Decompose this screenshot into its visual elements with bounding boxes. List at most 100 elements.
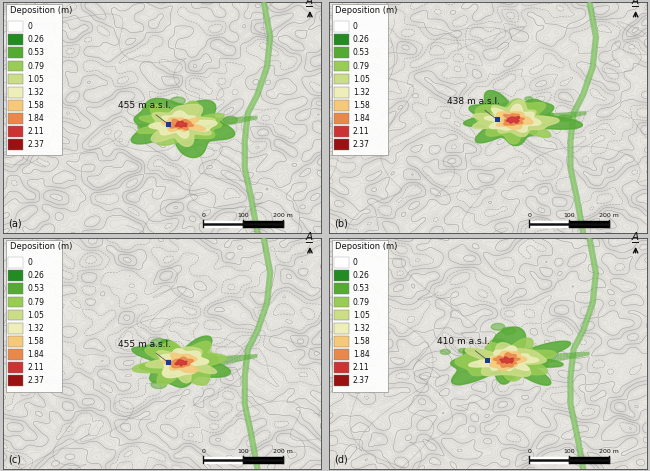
Point [163,121,174,128]
Polygon shape [228,117,231,126]
Polygon shape [539,363,548,368]
Text: 1.84: 1.84 [27,350,44,359]
Polygon shape [519,107,531,114]
Polygon shape [180,348,192,354]
Polygon shape [502,112,511,116]
Text: 0.26: 0.26 [27,35,44,44]
Polygon shape [192,137,198,140]
Text: 1.58: 1.58 [353,101,370,110]
Text: 2.37: 2.37 [353,376,370,385]
Polygon shape [220,356,223,365]
Polygon shape [171,97,185,105]
Polygon shape [194,358,209,366]
Text: 100: 100 [563,213,575,218]
Text: 1.32: 1.32 [353,324,370,333]
Polygon shape [162,113,178,121]
Bar [333,362,349,373]
Polygon shape [440,349,450,354]
Polygon shape [162,118,205,131]
Polygon shape [175,360,187,366]
Text: 200 m: 200 m [273,213,293,218]
Polygon shape [543,114,546,124]
Bar [332,240,388,391]
Polygon shape [571,352,575,359]
Bar [333,284,349,294]
Text: 0: 0 [27,22,32,31]
Bar [333,375,349,386]
Polygon shape [207,357,209,368]
Polygon shape [509,120,523,127]
Polygon shape [475,99,552,144]
Text: 0.26: 0.26 [353,35,370,44]
Polygon shape [233,355,236,363]
Text: 1.05: 1.05 [27,75,44,84]
Text: 0: 0 [527,449,531,454]
Bar [333,126,349,137]
Polygon shape [255,354,257,358]
Polygon shape [577,112,579,117]
Polygon shape [223,118,226,127]
Polygon shape [239,355,241,362]
Polygon shape [536,354,538,365]
Bar [333,48,349,58]
Polygon shape [575,352,577,358]
Bar [333,257,349,268]
Polygon shape [502,373,516,380]
Polygon shape [515,130,521,133]
Polygon shape [233,117,236,124]
Text: 1.05: 1.05 [353,311,370,320]
Polygon shape [212,118,214,129]
Bar [8,270,23,281]
Polygon shape [226,356,228,365]
Polygon shape [546,114,549,124]
Polygon shape [538,354,541,365]
Polygon shape [255,116,257,120]
Bar [8,126,23,137]
Polygon shape [493,353,520,367]
Polygon shape [217,356,220,366]
Text: 2.11: 2.11 [27,363,44,372]
Polygon shape [226,117,228,126]
Text: (c): (c) [8,455,21,464]
Bar [8,34,23,45]
Bar [8,73,23,84]
Text: 0.53: 0.53 [27,284,44,293]
Polygon shape [473,100,559,137]
Text: A: A [306,0,313,6]
Polygon shape [209,118,212,130]
Bar [6,3,62,155]
Bar [8,21,23,32]
Polygon shape [528,111,536,114]
Text: 0.79: 0.79 [353,298,370,307]
Bar [8,87,23,97]
Polygon shape [162,353,198,373]
Bar [8,362,23,373]
Polygon shape [149,111,217,138]
Polygon shape [138,124,149,130]
Bar [8,323,23,333]
Bar [8,375,23,386]
Text: 0.79: 0.79 [27,298,44,307]
Polygon shape [497,112,533,129]
Polygon shape [533,352,541,356]
Polygon shape [549,113,551,123]
Polygon shape [569,112,571,119]
Polygon shape [223,356,226,365]
Bar [8,349,23,360]
Polygon shape [501,103,512,109]
Text: 0.79: 0.79 [353,62,370,71]
Polygon shape [504,365,510,369]
Text: 438 m a.s.l.: 438 m a.s.l. [447,97,500,118]
Polygon shape [580,352,584,357]
Text: 1.32: 1.32 [27,88,44,97]
Polygon shape [252,354,255,359]
Polygon shape [508,359,514,362]
Text: 1.84: 1.84 [353,114,370,123]
Bar [8,284,23,294]
Bar [333,310,349,320]
Polygon shape [577,352,580,357]
Polygon shape [491,324,505,330]
Polygon shape [525,103,538,110]
Polygon shape [250,116,252,121]
Polygon shape [163,115,175,121]
